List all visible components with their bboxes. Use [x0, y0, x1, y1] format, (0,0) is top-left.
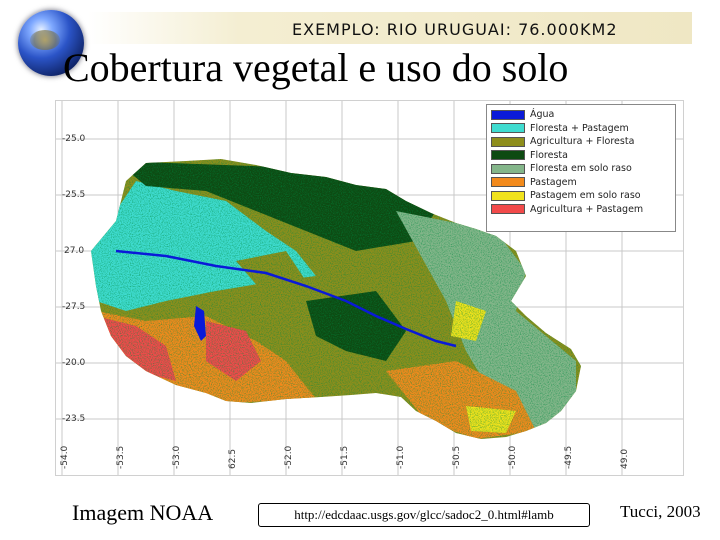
legend-swatch [491, 123, 525, 134]
legend-swatch [491, 177, 525, 188]
longitude-label: -53.5 [116, 445, 126, 469]
legend-item: Floresta em solo raso [491, 162, 671, 176]
legend-label: Floresta + Pastagem [530, 122, 629, 134]
latitude-label: -25.0 [62, 134, 86, 144]
legend-item: Água [491, 108, 671, 122]
map-legend: Água Floresta + Pastagem Agricultura + F… [486, 104, 676, 232]
legend-label: Floresta [530, 149, 568, 161]
longitude-label: -49.5 [564, 445, 574, 469]
legend-item: Agricultura + Floresta [491, 135, 671, 149]
latitude-label: 27.0 [64, 246, 85, 256]
longitude-label: 62.5 [228, 448, 238, 469]
latitude-label: -20.0 [62, 358, 86, 368]
legend-item: Floresta + Pastagem [491, 122, 671, 136]
longitude-label: -51.5 [340, 445, 350, 469]
citation: Tucci, 2003 [620, 502, 701, 521]
legend-label: Agricultura + Pastagem [530, 203, 644, 215]
longitude-label: -51.0 [396, 445, 406, 469]
latitude-label: -25.5 [62, 190, 86, 200]
slide-subtitle: EXEMPLO: RIO URUGUAI: 76.000KM2 [292, 20, 618, 39]
legend-item: Pastagem [491, 176, 671, 190]
globe-icon [18, 10, 84, 76]
land-cover-map: -25.0 -25.5 27.0 -27.5 -20.0 -23.5 -54.0… [55, 100, 684, 476]
legend-label: Floresta em solo raso [530, 163, 632, 175]
legend-label: Pastagem em solo raso [530, 190, 641, 202]
legend-swatch [491, 109, 525, 120]
legend-label: Água [530, 109, 555, 121]
image-credit: Imagem NOAA [72, 500, 214, 525]
source-link[interactable]: http://edcdaac.usgs.gov/glcc/sadoc2_0.ht… [258, 503, 590, 527]
legend-swatch [491, 190, 525, 201]
slide-title: Cobertura vegetal e uso do solo [63, 45, 569, 90]
legend-swatch [491, 136, 525, 147]
legend-swatch [491, 204, 525, 215]
legend-label: Pastagem [530, 176, 577, 188]
longitude-label: -52.0 [284, 445, 294, 469]
legend-item: Pastagem em solo raso [491, 189, 671, 203]
latitude-label: -23.5 [62, 414, 86, 424]
legend-swatch [491, 150, 525, 161]
legend-label: Agricultura + Floresta [530, 136, 635, 148]
legend-item: Agricultura + Pastagem [491, 203, 671, 217]
header-band [88, 12, 692, 44]
longitude-label: -54.0 [60, 445, 70, 469]
legend-item: Floresta [491, 149, 671, 163]
longitude-label: -50.5 [452, 445, 462, 469]
latitude-label: -27.5 [62, 302, 86, 312]
longitude-label: -50.0 [508, 445, 518, 469]
legend-swatch [491, 163, 525, 174]
longitude-label: 49.0 [620, 448, 630, 469]
longitude-label: -53.0 [172, 445, 182, 469]
